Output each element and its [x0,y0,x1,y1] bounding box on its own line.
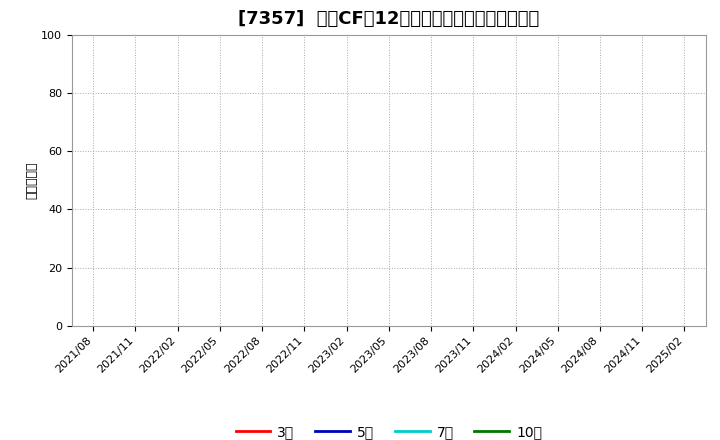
Title: [7357]  営業CFの12か月移動合計の平均値の推移: [7357] 営業CFの12か月移動合計の平均値の推移 [238,10,539,28]
Y-axis label: （百万円）: （百万円） [25,161,38,199]
Legend: 3年, 5年, 7年, 10年: 3年, 5年, 7年, 10年 [230,420,548,440]
